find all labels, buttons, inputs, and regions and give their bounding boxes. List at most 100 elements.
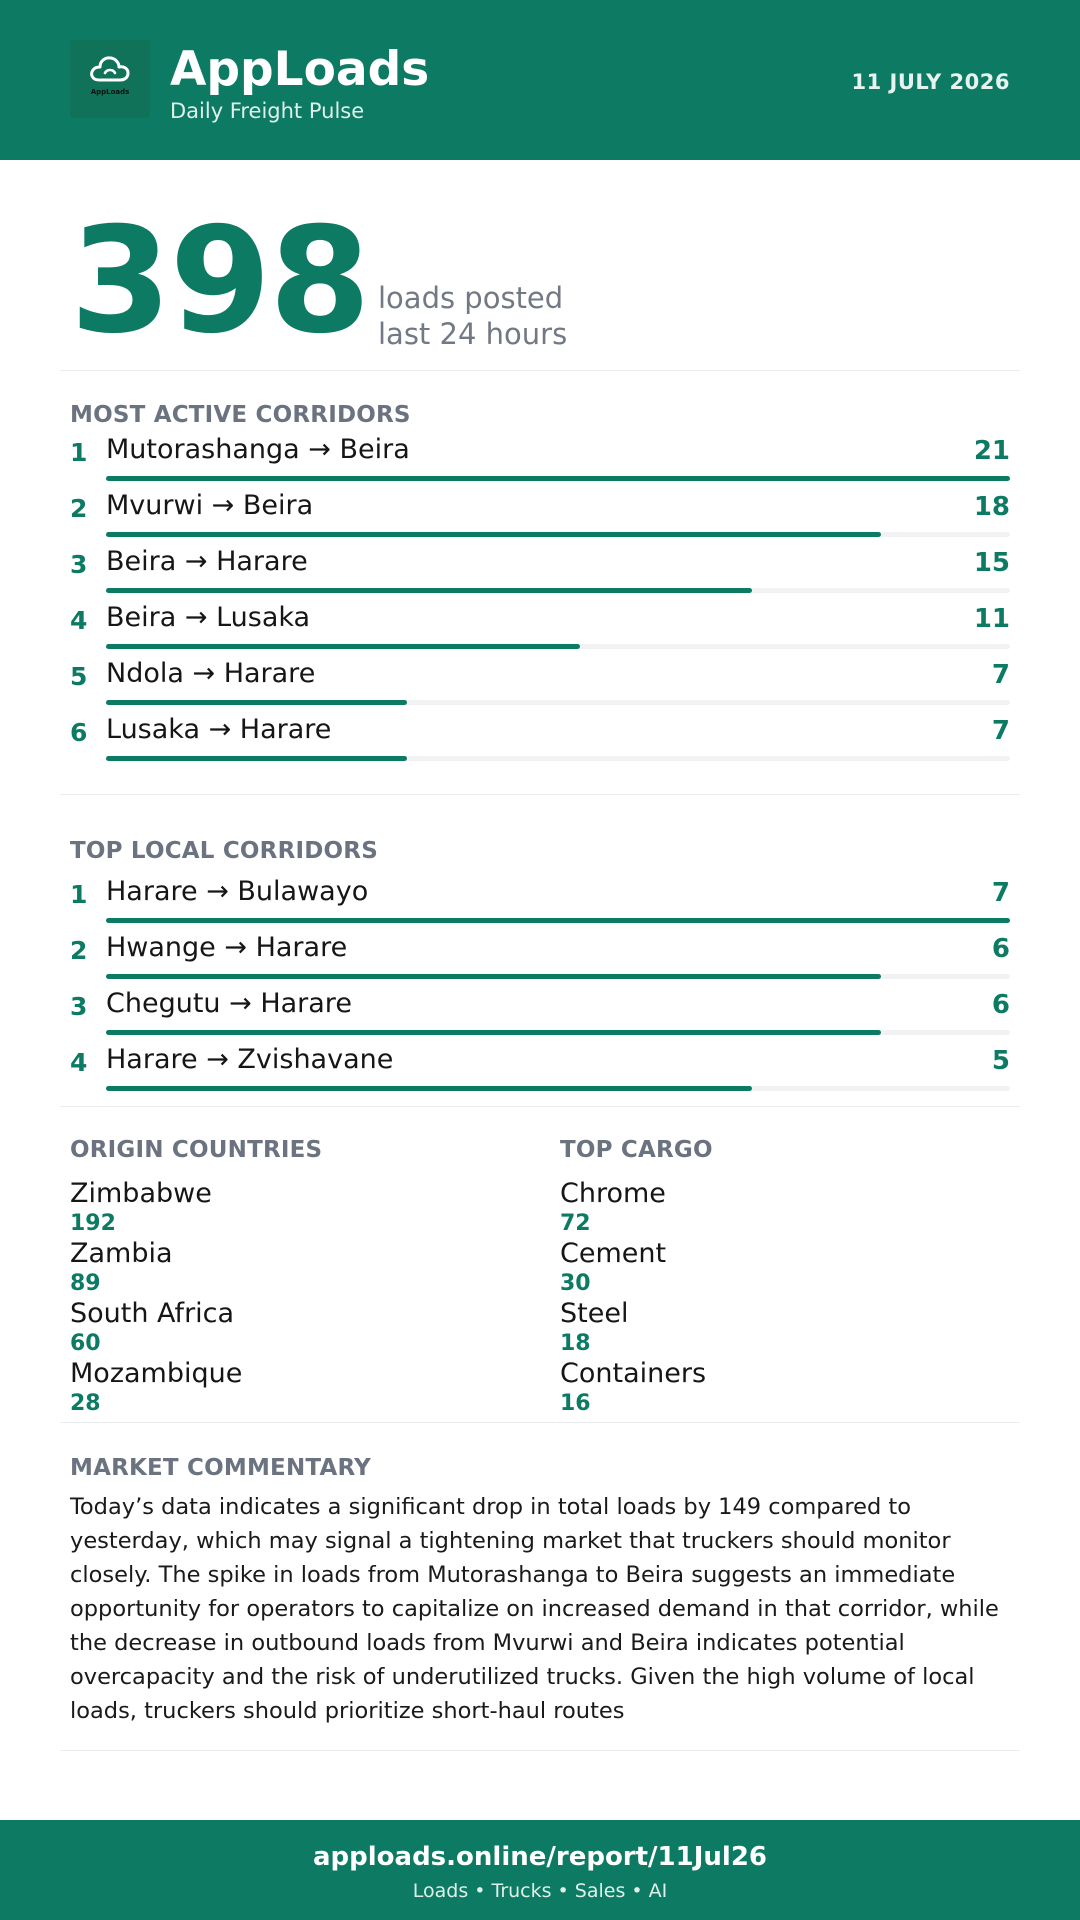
corridor-route: Beira → Lusaka <box>106 602 311 633</box>
origin-name: South Africa <box>70 1298 235 1329</box>
top-cargo-title: TOP CARGO <box>560 1137 713 1163</box>
corridor-bar-fill <box>106 756 408 761</box>
origin-item: Zambia 89 <box>70 1237 510 1297</box>
corridor-rank: 1 <box>70 880 88 909</box>
corridor-row: 5 Ndola → Harare 7 <box>70 658 1010 714</box>
corridor-route: Hwange → Harare <box>106 932 348 963</box>
corridor-route: Lusaka → Harare <box>106 714 332 745</box>
corridor-row: 3 Beira → Harare 15 <box>70 546 1010 602</box>
corridor-route: Ndola → Harare <box>106 658 316 689</box>
corridor-row: 4 Harare → Zvishavane 5 <box>70 1044 1010 1100</box>
footer-tagline: Loads • Trucks • Sales • AI <box>412 1880 668 1902</box>
cloud-icon <box>90 56 130 82</box>
corridor-route: Harare → Bulawayo <box>106 876 369 907</box>
origin-countries-panel: ORIGIN COUNTRIES Zimbabwe 192 Zambia 89 … <box>70 1137 510 1417</box>
corridor-bar-fill <box>106 644 580 649</box>
origin-count: 89 <box>70 1271 101 1296</box>
corridor-bar-fill <box>106 918 1010 923</box>
corridor-bar-track <box>106 700 1010 705</box>
corridor-count: 5 <box>991 1046 1010 1076</box>
corridor-route: Mutorashanga → Beira <box>106 434 410 465</box>
corridor-bar-track <box>106 532 1010 537</box>
header-bar: AppLoads AppLoads Daily Freight Pulse 11… <box>0 0 1080 160</box>
corridor-rank: 4 <box>70 1048 88 1077</box>
origin-item: South Africa 60 <box>70 1297 510 1357</box>
cargo-item: Containers 16 <box>560 1357 1000 1417</box>
origin-name: Zambia <box>70 1238 173 1269</box>
corridor-row: 6 Lusaka → Harare 7 <box>70 714 1010 770</box>
corridor-route: Chegutu → Harare <box>106 988 352 1019</box>
corridor-count: 6 <box>991 990 1010 1020</box>
corridor-bar-track <box>106 756 1010 761</box>
logo-wordmark: AppLoads <box>90 88 130 96</box>
origin-name: Zimbabwe <box>70 1178 212 1209</box>
cargo-name: Chrome <box>560 1178 666 1209</box>
divider <box>60 1422 1020 1423</box>
origin-countries-title: ORIGIN COUNTRIES <box>70 1137 323 1163</box>
report-date: 11 JULY 2026 <box>851 70 1010 94</box>
caption-line-2: last 24 hours <box>378 317 568 351</box>
divider <box>60 1750 1020 1751</box>
corridor-bar-track <box>106 644 1010 649</box>
cargo-count: 72 <box>560 1211 591 1236</box>
corridor-bar-fill <box>106 532 881 537</box>
cargo-item: Steel 18 <box>560 1297 1000 1357</box>
divider <box>60 1106 1020 1107</box>
corridor-route: Beira → Harare <box>106 546 308 577</box>
corridor-route: Mvurwi → Beira <box>106 490 314 521</box>
top-cargo-panel: TOP CARGO Chrome 72 Cement 30 Steel 18 C… <box>560 1137 1000 1417</box>
corridor-row: 2 Mvurwi → Beira 18 <box>70 490 1010 546</box>
corridor-row: 3 Chegutu → Harare 6 <box>70 988 1010 1044</box>
corridor-rank: 4 <box>70 606 88 635</box>
corridor-rank: 5 <box>70 662 88 691</box>
corridor-bar-track <box>106 476 1010 481</box>
origin-item: Zimbabwe 192 <box>70 1177 510 1237</box>
cargo-count: 30 <box>560 1271 591 1296</box>
total-loads-caption: loads posted last 24 hours <box>378 280 567 352</box>
corridor-rank: 2 <box>70 494 88 523</box>
corridor-rank: 1 <box>70 438 88 467</box>
corridor-count: 15 <box>973 548 1010 578</box>
corridor-row: 2 Hwange → Harare 6 <box>70 932 1010 988</box>
corridor-bar-fill <box>106 974 881 979</box>
cargo-name: Containers <box>560 1358 707 1389</box>
corridor-bar-track <box>106 918 1010 923</box>
origin-count: 60 <box>70 1331 101 1356</box>
corridor-count: 7 <box>991 878 1010 908</box>
corridor-count: 11 <box>973 604 1010 634</box>
corridor-rank: 3 <box>70 550 88 579</box>
corridor-rank: 3 <box>70 992 88 1021</box>
origin-count: 28 <box>70 1391 101 1416</box>
corridor-count: 18 <box>973 492 1010 522</box>
corridor-bar-track <box>106 1030 1010 1035</box>
report-link[interactable]: apploads.online/report/11Jul26 <box>312 1842 768 1872</box>
corridor-bar-fill <box>106 588 752 593</box>
divider <box>60 370 1020 371</box>
corridor-bar-fill <box>106 1030 881 1035</box>
corridor-route: Harare → Zvishavane <box>106 1044 394 1075</box>
corridor-count: 7 <box>991 660 1010 690</box>
corridor-bar-track <box>106 974 1010 979</box>
cargo-name: Steel <box>560 1298 629 1329</box>
cargo-name: Cement <box>560 1238 667 1269</box>
corridor-count: 21 <box>973 436 1010 466</box>
corridor-count: 7 <box>991 716 1010 746</box>
corridor-rank: 2 <box>70 936 88 965</box>
corridor-rank: 6 <box>70 718 88 747</box>
commentary-title: MARKET COMMENTARY <box>70 1455 372 1481</box>
app-tagline: Daily Freight Pulse <box>170 99 365 123</box>
local-corridors-title: TOP LOCAL CORRIDORS <box>70 838 378 864</box>
cargo-item: Cement 30 <box>560 1237 1000 1297</box>
corridor-bar-fill <box>106 1086 752 1091</box>
cargo-count: 16 <box>560 1391 591 1416</box>
caption-line-1: loads posted <box>378 281 564 315</box>
total-loads-value: 398 <box>70 196 371 366</box>
corridor-row: 4 Beira → Lusaka 11 <box>70 602 1010 658</box>
corridor-row: 1 Harare → Bulawayo 7 <box>70 876 1010 932</box>
commentary-text: Today’s data indicates a significant dro… <box>70 1494 999 1724</box>
cargo-item: Chrome 72 <box>560 1177 1000 1237</box>
corridor-row: 1 Mutorashanga → Beira 21 <box>70 434 1010 490</box>
origin-name: Mozambique <box>70 1358 243 1389</box>
cargo-count: 18 <box>560 1331 591 1356</box>
app-logo: AppLoads <box>70 40 150 118</box>
